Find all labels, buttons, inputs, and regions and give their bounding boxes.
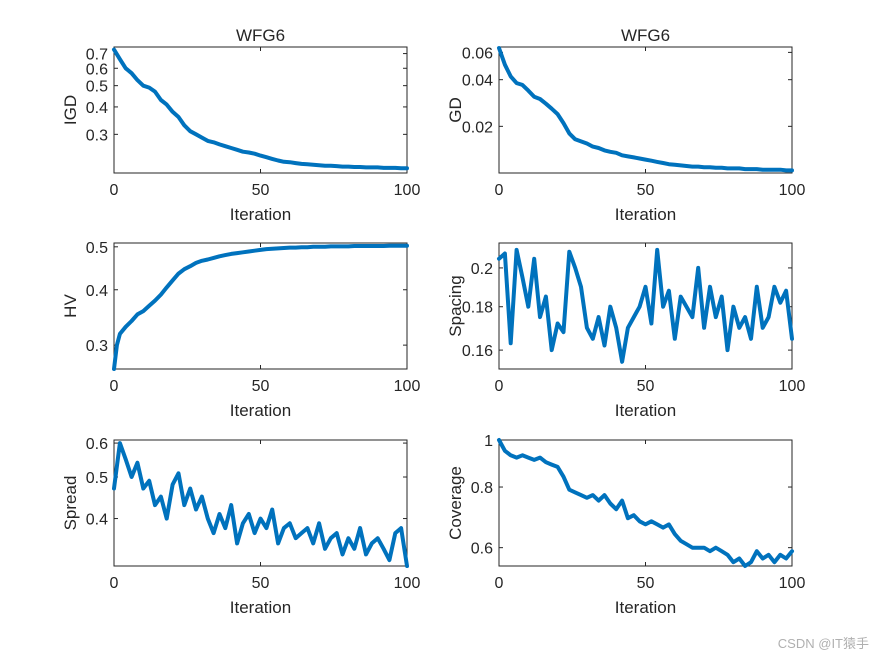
x-axis-label: Iteration: [230, 401, 291, 420]
x-tick-label: 100: [779, 182, 806, 199]
series-line-hv: [112, 243, 409, 371]
y-tick-label: 0.6: [471, 541, 493, 558]
x-tick-label: 0: [495, 378, 504, 395]
y-tick-label: 0.18: [462, 300, 493, 317]
y-tick-label: 0.3: [86, 338, 108, 355]
y-tick-label: 0.4: [86, 100, 108, 117]
y-tick-label: 0.7: [86, 47, 108, 64]
series-line-spread: [112, 441, 409, 568]
x-tick-label: 50: [252, 575, 270, 592]
y-tick-label: 0.5: [86, 79, 108, 96]
x-axis-label: Iteration: [615, 205, 676, 224]
x-tick-label: 100: [779, 378, 806, 395]
x-tick-label: 0: [110, 378, 119, 395]
y-axis-label: HV: [61, 294, 80, 318]
y-tick-label: 0.5: [86, 240, 108, 257]
x-tick-label: 50: [637, 378, 655, 395]
y-tick-label: 0.02: [462, 119, 493, 136]
y-axis-label: Coverage: [446, 466, 465, 540]
y-tick-label: 0.3: [86, 127, 108, 144]
y-tick-label: 0.6: [86, 436, 108, 453]
x-tick-label: 100: [394, 378, 421, 395]
y-axis-label: Spacing: [446, 275, 465, 336]
watermark-text: CSDN @IT猿手: [777, 636, 869, 651]
y-tick-label: 0.8: [471, 480, 493, 497]
chart-title: WFG6: [621, 26, 670, 45]
plot-area-2: [498, 46, 793, 174]
x-tick-label: 0: [495, 182, 504, 199]
series-line-igd: [112, 47, 409, 171]
x-tick-label: 100: [779, 575, 806, 592]
y-tick-label: 0.2: [471, 261, 493, 278]
series-line-gd: [497, 46, 794, 173]
x-tick-label: 100: [394, 182, 421, 199]
y-tick-label: 0.06: [462, 45, 493, 62]
y-tick-label: 0.4: [86, 512, 108, 529]
x-tick-label: 50: [637, 182, 655, 199]
y-tick-label: 0.04: [462, 73, 493, 90]
y-tick-label: 0.4: [86, 283, 108, 300]
series-line-coverage: [497, 438, 794, 568]
x-axis-label: Iteration: [230, 205, 291, 224]
plot-area-3: [113, 242, 408, 370]
x-axis-label: Iteration: [615, 598, 676, 617]
y-axis-label: Spread: [61, 476, 80, 531]
x-tick-label: 50: [252, 378, 270, 395]
y-tick-label: 1: [484, 433, 493, 450]
y-axis-label: GD: [446, 97, 465, 123]
chart-title: WFG6: [236, 26, 285, 45]
y-tick-label: 0.5: [86, 470, 108, 487]
series-line-spacing: [497, 247, 794, 364]
y-axis-label: IGD: [61, 95, 80, 125]
x-tick-label: 50: [252, 182, 270, 199]
y-tick-label: 0.16: [462, 343, 493, 360]
y-tick-label: 0.6: [86, 61, 108, 78]
x-tick-label: 50: [637, 575, 655, 592]
x-tick-label: 0: [110, 182, 119, 199]
x-axis-label: Iteration: [230, 598, 291, 617]
x-axis-label: Iteration: [615, 401, 676, 420]
x-tick-label: 0: [110, 575, 119, 592]
x-tick-label: 0: [495, 575, 504, 592]
x-tick-label: 100: [394, 575, 421, 592]
